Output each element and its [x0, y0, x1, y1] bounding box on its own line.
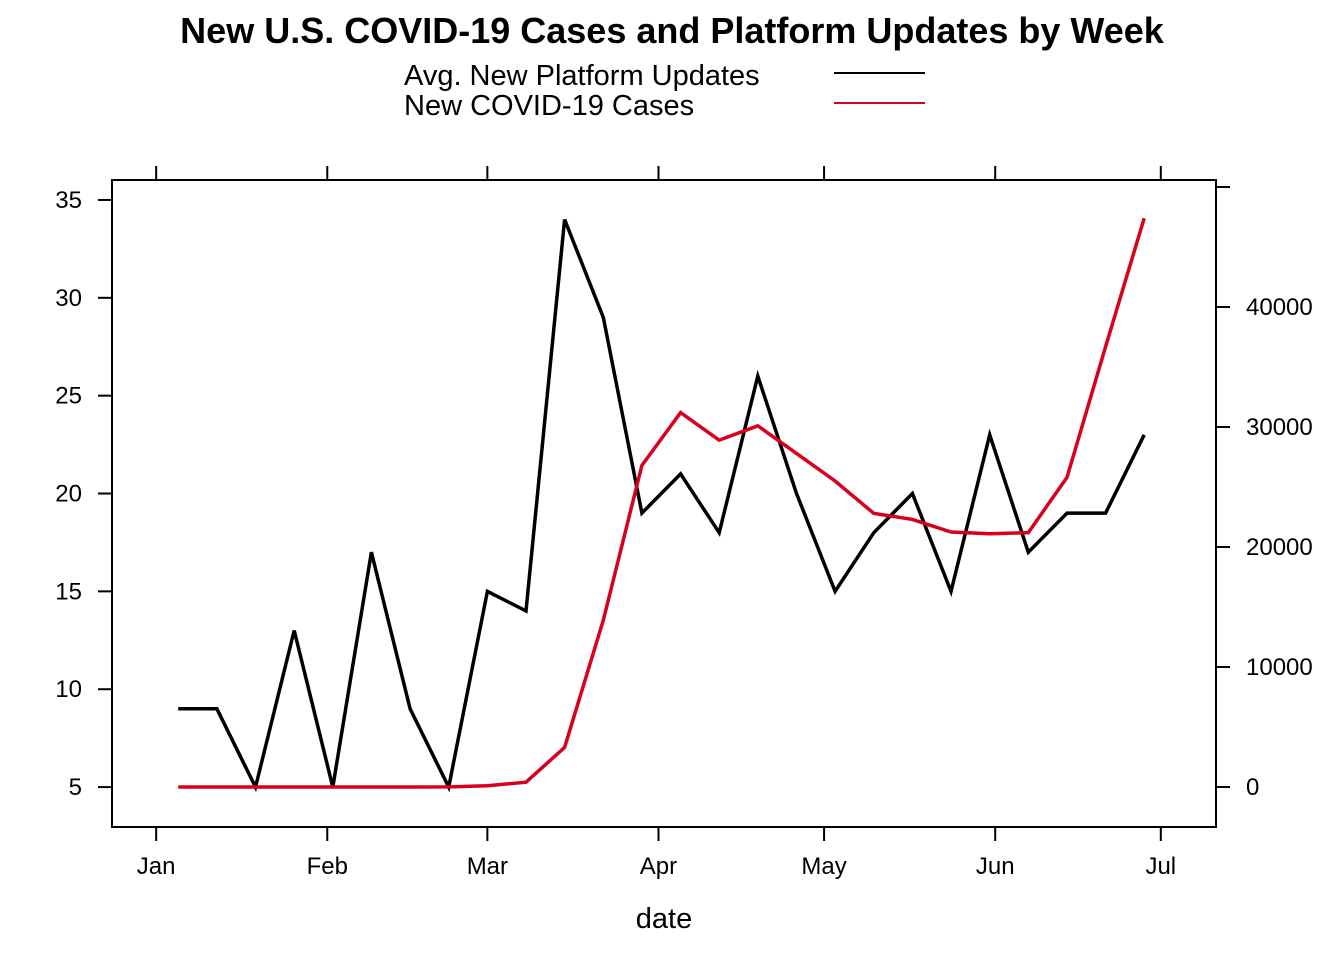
- series-line-platform-updates: [178, 220, 1144, 788]
- y-left-tick-label: 20: [55, 481, 82, 508]
- legend-label-updates: Avg. New Platform Updates: [404, 60, 760, 92]
- x-tick-label: Apr: [640, 853, 677, 880]
- x-tick-label: Jun: [976, 853, 1015, 880]
- series-line-covid-cases: [178, 218, 1144, 787]
- y-left-tick-label: 5: [69, 774, 82, 801]
- y-right-tick-label: 0: [1246, 774, 1259, 801]
- y-right-tick-label: 30000: [1246, 414, 1313, 441]
- legend: Avg. New Platform Updates New COVID-19 C…: [404, 60, 925, 122]
- legend-label-cases: New COVID-19 Cases: [404, 90, 694, 122]
- y-left-tick-label: 35: [55, 187, 82, 214]
- chart-title: New U.S. COVID-19 Cases and Platform Upd…: [180, 10, 1165, 51]
- y-right-tick-label: 20000: [1246, 534, 1313, 561]
- x-tick-label: May: [801, 853, 846, 880]
- y-left-tick-label: 30: [55, 285, 82, 312]
- y-right-tick-label: 40000: [1246, 294, 1313, 321]
- y-left-tick-label: 25: [55, 383, 82, 410]
- y-right-tick-label: 10000: [1246, 654, 1313, 681]
- x-tick-label: Jul: [1145, 853, 1176, 880]
- x-tick-label: Jan: [137, 853, 176, 880]
- x-tick-label: Feb: [307, 853, 348, 880]
- y-left-tick-label: 10: [55, 676, 82, 703]
- x-tick-label: Mar: [467, 853, 508, 880]
- y-left-tick-label: 15: [55, 578, 82, 605]
- x-axis-label: date: [636, 903, 692, 935]
